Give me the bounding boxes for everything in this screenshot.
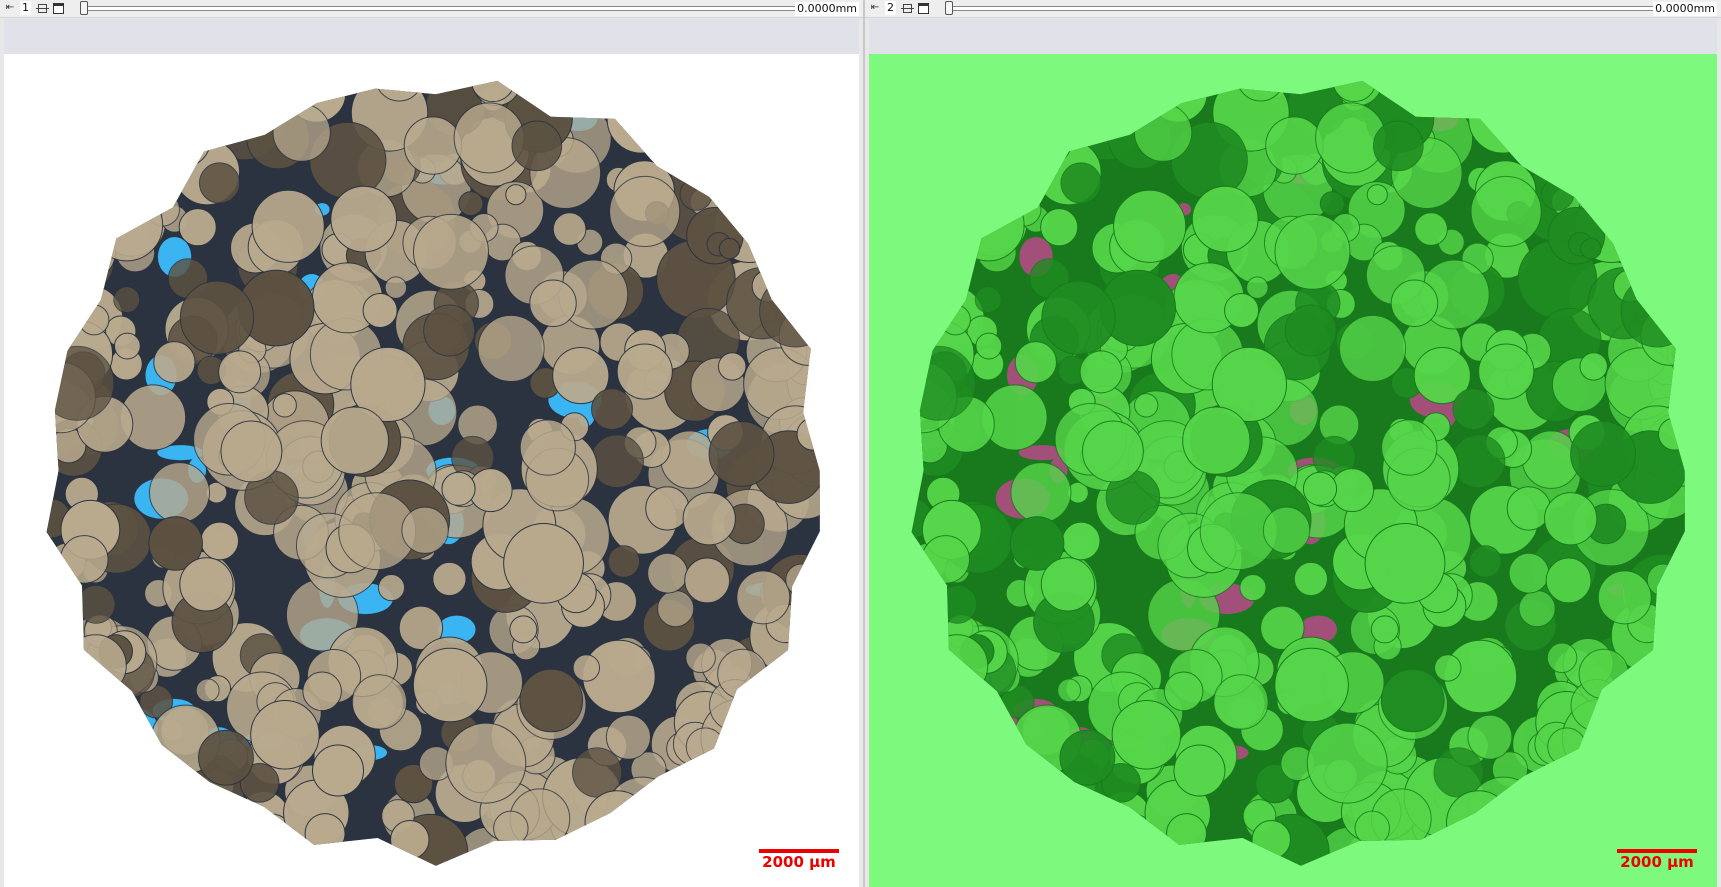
viewer-number: 1 (20, 1, 31, 15)
info-bar (4, 19, 859, 54)
thin-section-image (46, 80, 820, 866)
viewer-toolbar: ⇤ 2 0.0000mm (865, 0, 1721, 18)
pin-icon[interactable]: ⇤ (5, 2, 15, 13)
crop-icon[interactable] (36, 2, 49, 14)
scale-bar-line (759, 849, 839, 853)
depth-readout: 0.0000mm (1653, 2, 1717, 16)
viewer-panel-1[interactable]: ⇤ 1 0.0000mm 2000 µm (0, 0, 863, 887)
scale-bar-label: 2000 µm (762, 853, 836, 871)
viewer-panel-2[interactable]: ⇤ 2 0.0000mm 2000 µm (865, 0, 1721, 887)
window-icon[interactable] (917, 2, 929, 14)
depth-slider-thumb[interactable] (80, 1, 88, 15)
segmented-image (911, 80, 1685, 866)
image-canvas[interactable]: 2000 µm (869, 54, 1717, 887)
depth-slider-track[interactable] (945, 6, 1657, 11)
image-canvas[interactable]: 2000 µm (4, 54, 859, 887)
crop-icon[interactable] (901, 2, 914, 14)
scale-bar: 2000 µm (759, 849, 839, 870)
viewer-toolbar: ⇤ 1 0.0000mm (0, 0, 863, 18)
pin-icon[interactable]: ⇤ (870, 2, 880, 13)
scale-bar-label: 2000 µm (1620, 853, 1694, 871)
panel-divider[interactable] (863, 0, 865, 887)
depth-slider-track[interactable] (80, 6, 798, 11)
window-icon[interactable] (52, 2, 64, 14)
viewer-number: 2 (885, 1, 896, 15)
scale-bar-line (1617, 849, 1697, 853)
scale-bar: 2000 µm (1617, 849, 1697, 870)
depth-readout: 0.0000mm (795, 2, 859, 16)
info-bar (869, 19, 1717, 54)
depth-slider-thumb[interactable] (945, 1, 953, 15)
